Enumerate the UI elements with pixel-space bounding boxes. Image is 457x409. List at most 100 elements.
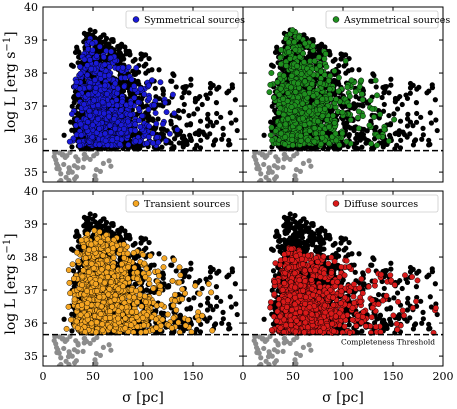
all-source-point [340,142,346,148]
highlighted-source-point [268,70,275,76]
highlighted-source-point [299,115,306,122]
all-source-point [274,44,280,50]
highlighted-source-point [114,135,121,142]
all-source-point [138,240,144,246]
grey-point [83,154,90,160]
all-source-point [332,91,338,98]
grey-point [74,349,81,355]
highlighted-source-point [139,112,146,119]
highlighted-source-point [319,112,326,119]
highlighted-source-point [367,97,374,104]
highlighted-source-point [311,58,318,64]
highlighted-source-point [137,85,144,92]
all-source-point [419,136,425,142]
all-source-point [181,133,187,139]
grey-point [93,166,100,173]
grey-point [52,150,58,156]
grey-point [252,150,258,156]
all-source-point [397,93,403,100]
highlighted-source-point [284,90,291,97]
grey-point [100,160,106,167]
grey-point [61,345,67,352]
all-source-point [153,94,159,100]
all-source-point [398,137,404,143]
x-axis-label-left: σ [pc] [122,390,164,406]
all-source-point [397,145,404,151]
highlighted-source-point [292,46,299,53]
all-source-point [192,96,199,102]
grey-point [292,173,298,179]
highlighted-source-point [319,134,326,141]
highlighted-source-point [282,121,289,128]
highlighted-source-point [292,108,299,115]
highlighted-source-point [82,124,89,131]
all-source-point [149,67,155,73]
grey-point [262,154,268,161]
all-source-point [428,120,435,126]
highlighted-source-point [317,68,324,75]
highlighted-source-point [160,121,166,127]
all-source-point [420,125,426,131]
all-source-point [301,145,308,152]
all-source-point [332,56,338,63]
highlighted-source-point [132,138,139,145]
highlighted-source-point [277,85,284,92]
highlighted-source-point [287,55,293,62]
highlighted-source-point [78,132,85,139]
highlighted-source-point [304,137,311,144]
highlighted-source-point [374,92,380,99]
all-source-point [261,132,267,138]
all-source-point [229,85,236,91]
all-source-point [207,90,213,96]
highlighted-source-point [270,94,277,101]
all-source-point [138,51,144,57]
highlighted-source-point [146,95,153,102]
grey-point [255,163,261,169]
all-source-point [138,56,144,62]
highlighted-source-point [121,125,127,132]
highlighted-source-point [277,105,284,112]
all-source-point [204,123,211,129]
highlighted-source-point [166,130,173,137]
all-source-point [96,36,102,42]
grey-point [62,338,68,345]
all-source-point [341,63,347,69]
y-tick-label: 39 [24,34,38,47]
grey-point [100,344,106,351]
highlighted-source-point [154,134,161,141]
grey-point [61,161,67,168]
highlighted-source-point [330,112,336,119]
all-source-point [213,119,220,125]
highlighted-source-point [77,121,84,128]
all-source-point [199,101,205,108]
grey-point [52,334,58,340]
all-source-point [212,137,219,143]
y-tick-label: 40 [24,1,38,14]
grey-point [58,361,64,366]
all-source-point [197,329,204,335]
grey-point [63,358,69,364]
all-source-point [391,111,397,117]
legend-label: Asymmetrical sources [343,15,450,26]
all-source-point [87,27,93,33]
all-source-point [413,100,420,106]
highlighted-source-point [296,124,303,131]
highlighted-source-point [332,130,339,137]
all-source-point [349,67,355,73]
highlighted-source-point [321,71,328,78]
grey-point [297,168,304,174]
highlighted-source-point [313,99,320,105]
all-source-point [397,118,404,124]
highlighted-source-point [333,96,339,103]
all-source-point [74,44,80,50]
highlighted-source-point [102,130,109,137]
grey-point [69,353,75,359]
all-source-point [204,134,210,140]
highlighted-source-point [84,71,91,78]
grey-point [73,174,79,180]
highlighted-source-point [127,100,134,107]
highlighted-source-point [96,141,103,148]
all-source-point [170,71,176,77]
highlighted-source-point [359,91,365,98]
